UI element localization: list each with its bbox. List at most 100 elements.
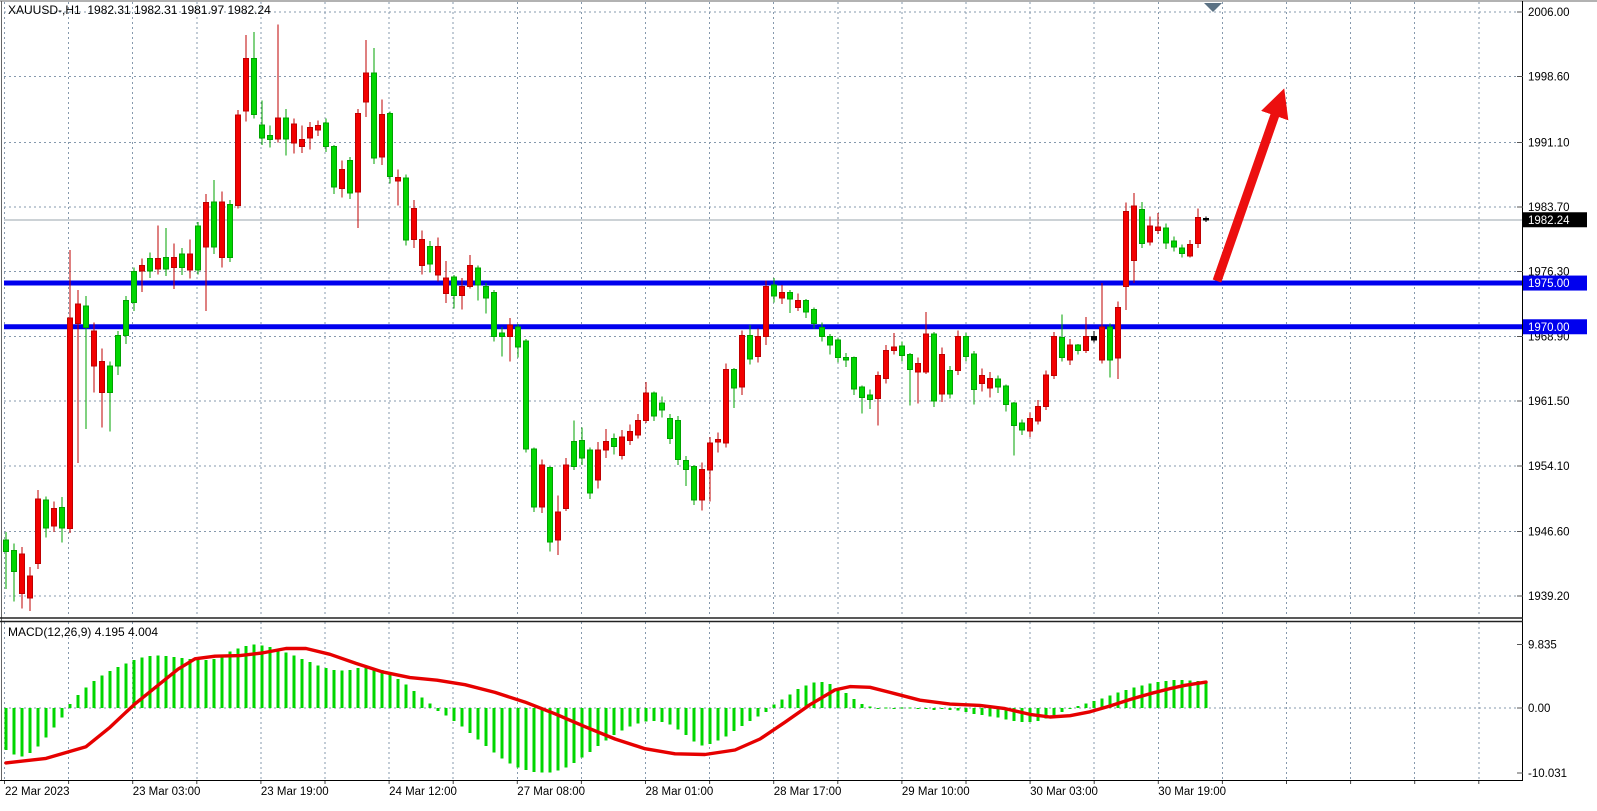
candle — [147, 258, 153, 272]
candle — [387, 112, 393, 177]
candle — [1091, 335, 1097, 341]
candle — [739, 335, 745, 388]
candle — [115, 335, 121, 367]
time-axis[interactable]: 22 Mar 2023 23 Mar 03:00 23 Mar 19:00 24 Ma… — [5, 786, 1226, 798]
candle — [1179, 247, 1185, 254]
panel-borders — [0, 0, 1597, 781]
candle — [1011, 402, 1017, 427]
candle — [299, 139, 305, 148]
candle — [195, 225, 201, 271]
candle — [347, 160, 353, 194]
candle — [947, 369, 953, 395]
candle — [1051, 335, 1057, 377]
svg-text:1975.00: 1975.00 — [1528, 278, 1570, 290]
candle — [571, 440, 577, 468]
candle — [451, 276, 457, 296]
candle — [939, 354, 945, 395]
svg-text:28 Mar 01:00: 28 Mar 01:00 — [646, 786, 714, 798]
candle — [731, 369, 737, 389]
candle — [1027, 418, 1033, 432]
trend-arrow[interactable] — [1212, 88, 1289, 283]
svg-text:-10.031: -10.031 — [1528, 768, 1567, 780]
candle — [187, 253, 193, 271]
candle — [411, 208, 417, 240]
candle — [563, 464, 569, 510]
candle — [315, 125, 321, 131]
candle — [155, 258, 161, 270]
candle — [547, 467, 553, 543]
candle — [275, 117, 281, 140]
candle — [835, 339, 841, 358]
grid — [4, 2, 1523, 784]
candle — [171, 257, 177, 268]
candle — [419, 238, 425, 267]
svg-text:0.00: 0.00 — [1528, 703, 1550, 715]
candle — [403, 177, 409, 241]
candle — [291, 123, 297, 144]
candlestick-series — [3, 24, 1209, 611]
candle — [1043, 374, 1049, 407]
candle — [371, 72, 377, 159]
hline-label-1970: 1970.00 — [1523, 319, 1587, 335]
candle — [1123, 210, 1129, 288]
panel-divider[interactable] — [0, 617, 1523, 623]
candle — [1203, 217, 1209, 221]
candle — [915, 362, 921, 373]
macd-axis[interactable]: 9.835 0.00 -10.031 — [1517, 639, 1567, 780]
candle — [443, 277, 449, 295]
macd-signal-line — [4, 646, 1208, 765]
candle — [43, 499, 49, 529]
candle — [1115, 307, 1121, 359]
candle — [675, 419, 681, 461]
candle — [467, 265, 473, 288]
candle — [123, 300, 129, 337]
candle — [339, 168, 345, 190]
candle — [51, 508, 57, 527]
candle — [243, 57, 249, 112]
candle — [1163, 227, 1169, 244]
candle — [803, 300, 809, 313]
svg-text:28 Mar 17:00: 28 Mar 17:00 — [774, 786, 842, 798]
candle — [723, 369, 729, 444]
candle — [603, 440, 609, 451]
candle — [459, 286, 465, 296]
candle — [35, 498, 41, 565]
candle — [643, 392, 649, 421]
candle — [539, 464, 545, 508]
candle — [1147, 225, 1153, 243]
candle — [659, 402, 665, 411]
candle — [811, 308, 817, 324]
price-axis[interactable]: 2006.001998.601991.101983.701976.301968.… — [1517, 7, 1570, 603]
candle — [131, 271, 137, 303]
candle — [683, 460, 689, 470]
candle — [635, 419, 641, 436]
candle — [987, 377, 993, 389]
svg-text:27 Mar 08:00: 27 Mar 08:00 — [517, 786, 585, 798]
candle — [859, 386, 865, 399]
candle — [819, 327, 825, 337]
candle — [395, 176, 401, 182]
candle — [619, 436, 625, 456]
candle — [1171, 240, 1177, 248]
chart-shift-marker[interactable] — [1204, 3, 1222, 12]
candle — [75, 303, 81, 324]
candle — [483, 286, 489, 299]
current-price-label: 1982.24 — [1523, 212, 1587, 228]
candle — [531, 448, 537, 508]
candle — [843, 356, 849, 361]
macd-label: MACD(12,26,9) 4.195 4.004 — [8, 625, 159, 639]
candle — [979, 375, 985, 385]
svg-text:30 Mar 03:00: 30 Mar 03:00 — [1030, 786, 1098, 798]
candle — [555, 511, 561, 541]
svg-text:1991.10: 1991.10 — [1528, 137, 1570, 149]
candle — [491, 292, 497, 337]
candle — [779, 292, 785, 299]
candle — [931, 333, 937, 402]
candle — [67, 317, 73, 530]
candle — [707, 442, 713, 471]
candle — [235, 114, 241, 206]
candle — [363, 72, 369, 103]
svg-text:1968.90: 1968.90 — [1528, 331, 1570, 343]
